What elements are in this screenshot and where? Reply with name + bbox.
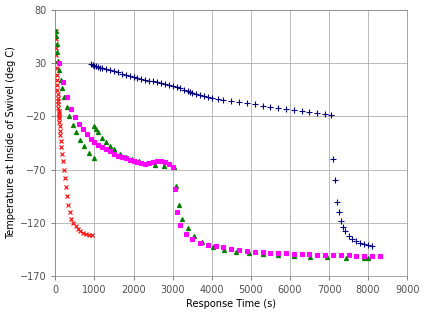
Y-axis label: Temperature at Inside of Swivel (deg C): Temperature at Inside of Swivel (deg C) [6, 47, 16, 239]
X-axis label: Response Time (s): Response Time (s) [186, 300, 276, 309]
